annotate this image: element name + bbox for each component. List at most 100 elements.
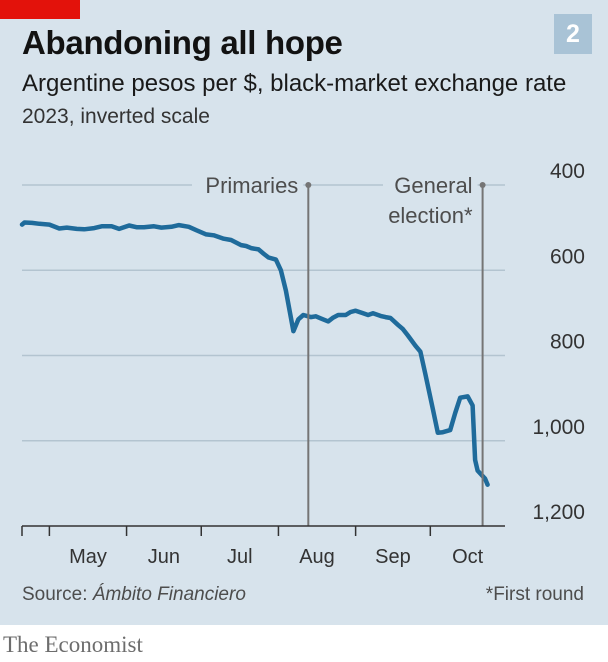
footnote: *First round	[485, 584, 584, 605]
data-point-2023-07-28	[267, 256, 270, 259]
general-election-label-line-1: General	[394, 173, 472, 198]
data-point-2023-08-25	[336, 313, 340, 317]
data-point-2023-08-14	[309, 315, 313, 319]
series-line-0	[19, 220, 490, 487]
data-point-2023-08-23	[331, 316, 335, 320]
x-tick-label-jun: Jun	[148, 546, 180, 568]
data-point-2023-09-20	[401, 327, 405, 331]
data-point-2023-08-02	[279, 268, 283, 272]
data-point-2023-05-01	[47, 223, 51, 227]
data-point-2023-07-31	[274, 258, 278, 262]
data-point-2023-07-24	[257, 247, 260, 251]
data-point-2023-06-12	[152, 224, 156, 228]
data-point-2023-06-15	[159, 226, 163, 230]
data-point-2023-04-20	[20, 223, 24, 227]
axis-layer: 400 600 800 1,000 1,200 May Jun Jul Aug Sep Oct	[21, 160, 585, 568]
x-tick-label-oct: Oct	[452, 546, 484, 568]
brand-logo: The Economist	[3, 632, 143, 657]
data-point-2023-09-22	[406, 334, 410, 337]
data-point-2023-09-06	[366, 313, 370, 317]
data-point-2023-05-08	[65, 226, 69, 230]
x-tick-label-sep: Sep	[375, 546, 411, 568]
chart-subtitle: Argentine pesos per $, black-market exch…	[22, 70, 567, 97]
chart-scale-note: 2023, inverted scale	[22, 105, 210, 128]
data-point-2023-09-15	[389, 316, 392, 320]
data-point-2023-06-22	[177, 223, 181, 227]
data-point-2023-10-19	[473, 458, 477, 462]
data-point-2023-04-27	[37, 222, 41, 226]
data-point-2023-06-08	[142, 225, 146, 229]
data-point-2023-07-10	[222, 237, 226, 241]
data-point-2023-05-26	[110, 224, 114, 228]
primaries-marker-dot	[305, 182, 312, 188]
data-point-2023-10-11	[453, 411, 457, 415]
source-prefix: Source:	[22, 584, 93, 605]
data-point-2023-04-21	[23, 221, 26, 224]
data-point-2023-09-18	[396, 323, 400, 327]
data-point-2023-08-30	[349, 310, 353, 314]
data-point-2023-10-24	[486, 483, 490, 487]
chart-number-badge: 2	[554, 14, 592, 54]
data-point-2023-10-04	[436, 431, 440, 435]
data-point-2023-05-29	[117, 227, 121, 231]
data-point-2023-05-22	[100, 224, 104, 228]
data-point-2023-08-09	[296, 317, 300, 321]
y-tick-label-800: 800	[550, 331, 585, 354]
exchange-rate-chart: Primaries General election* 400 600 800 1,000…	[19, 160, 585, 568]
data-point-2023-08-04	[284, 289, 288, 293]
data-point-2023-10-20	[476, 469, 480, 473]
data-point-2023-07-06	[212, 233, 216, 237]
data-point-2023-07-21	[249, 246, 253, 250]
x-tick-label-may: May	[69, 546, 107, 568]
data-point-2023-07-03	[204, 232, 208, 236]
data-point-2023-09-27	[418, 350, 422, 354]
annotation-layer: Primaries General election*	[192, 173, 486, 526]
data-point-2023-04-24	[30, 221, 34, 225]
red-tag-accent	[0, 0, 80, 19]
data-point-2023-10-16	[466, 394, 470, 398]
data-point-2023-09-01	[354, 309, 358, 313]
data-point-2023-05-15	[82, 227, 86, 231]
data-point-2023-06-02	[127, 224, 131, 227]
y-tick-label-1000: 1,000	[532, 416, 585, 439]
data-point-2023-05-05	[57, 227, 61, 230]
general-election-label-bg	[383, 173, 478, 219]
source-name: Ámbito Financiero	[92, 584, 246, 605]
data-point-2023-09-13	[384, 315, 387, 319]
chart-panel	[0, 0, 608, 625]
data-point-2023-09-25	[413, 344, 417, 348]
general-election-marker-dot	[479, 182, 486, 188]
data-point-2023-09-11	[379, 314, 382, 318]
source-note: Source: Ámbito Financiero	[22, 584, 246, 606]
data-point-2023-10-13	[458, 396, 462, 400]
data-point-2023-10-06	[441, 430, 445, 434]
data-point-2023-10-09	[448, 428, 452, 432]
data-point-2023-08-16	[314, 314, 318, 318]
data-point-2023-05-19	[92, 226, 96, 230]
data-point-2023-06-19	[169, 225, 173, 229]
primaries-label: Primaries	[205, 173, 298, 198]
data-point-2023-10-18	[471, 403, 475, 407]
y-tick-label-400: 400	[550, 160, 585, 183]
data-point-2023-08-18	[319, 316, 323, 320]
data-point-2023-05-12	[75, 227, 79, 231]
data-point-2023-10-02	[431, 407, 435, 411]
series-layer	[19, 220, 490, 487]
data-point-2023-08-11	[301, 313, 305, 317]
data-point-2023-09-29	[423, 372, 427, 376]
data-point-2023-07-26	[262, 252, 265, 256]
x-tick-label-aug: Aug	[299, 546, 335, 568]
data-point-2023-07-13	[229, 238, 233, 242]
data-point-2023-10-23	[483, 477, 487, 481]
data-point-2023-06-26	[187, 225, 191, 229]
primaries-label-bg	[192, 173, 304, 197]
data-point-2023-06-05	[135, 225, 138, 229]
data-point-2023-07-17	[239, 243, 243, 247]
data-point-2023-08-07	[291, 329, 295, 333]
data-point-2023-09-08	[371, 311, 375, 315]
y-tick-label-600: 600	[550, 245, 585, 268]
data-point-2023-09-04	[361, 311, 365, 315]
data-point-2023-07-19	[244, 244, 248, 248]
data-point-2023-08-21	[326, 319, 330, 323]
chart-title: Abandoning all hope	[22, 24, 343, 61]
